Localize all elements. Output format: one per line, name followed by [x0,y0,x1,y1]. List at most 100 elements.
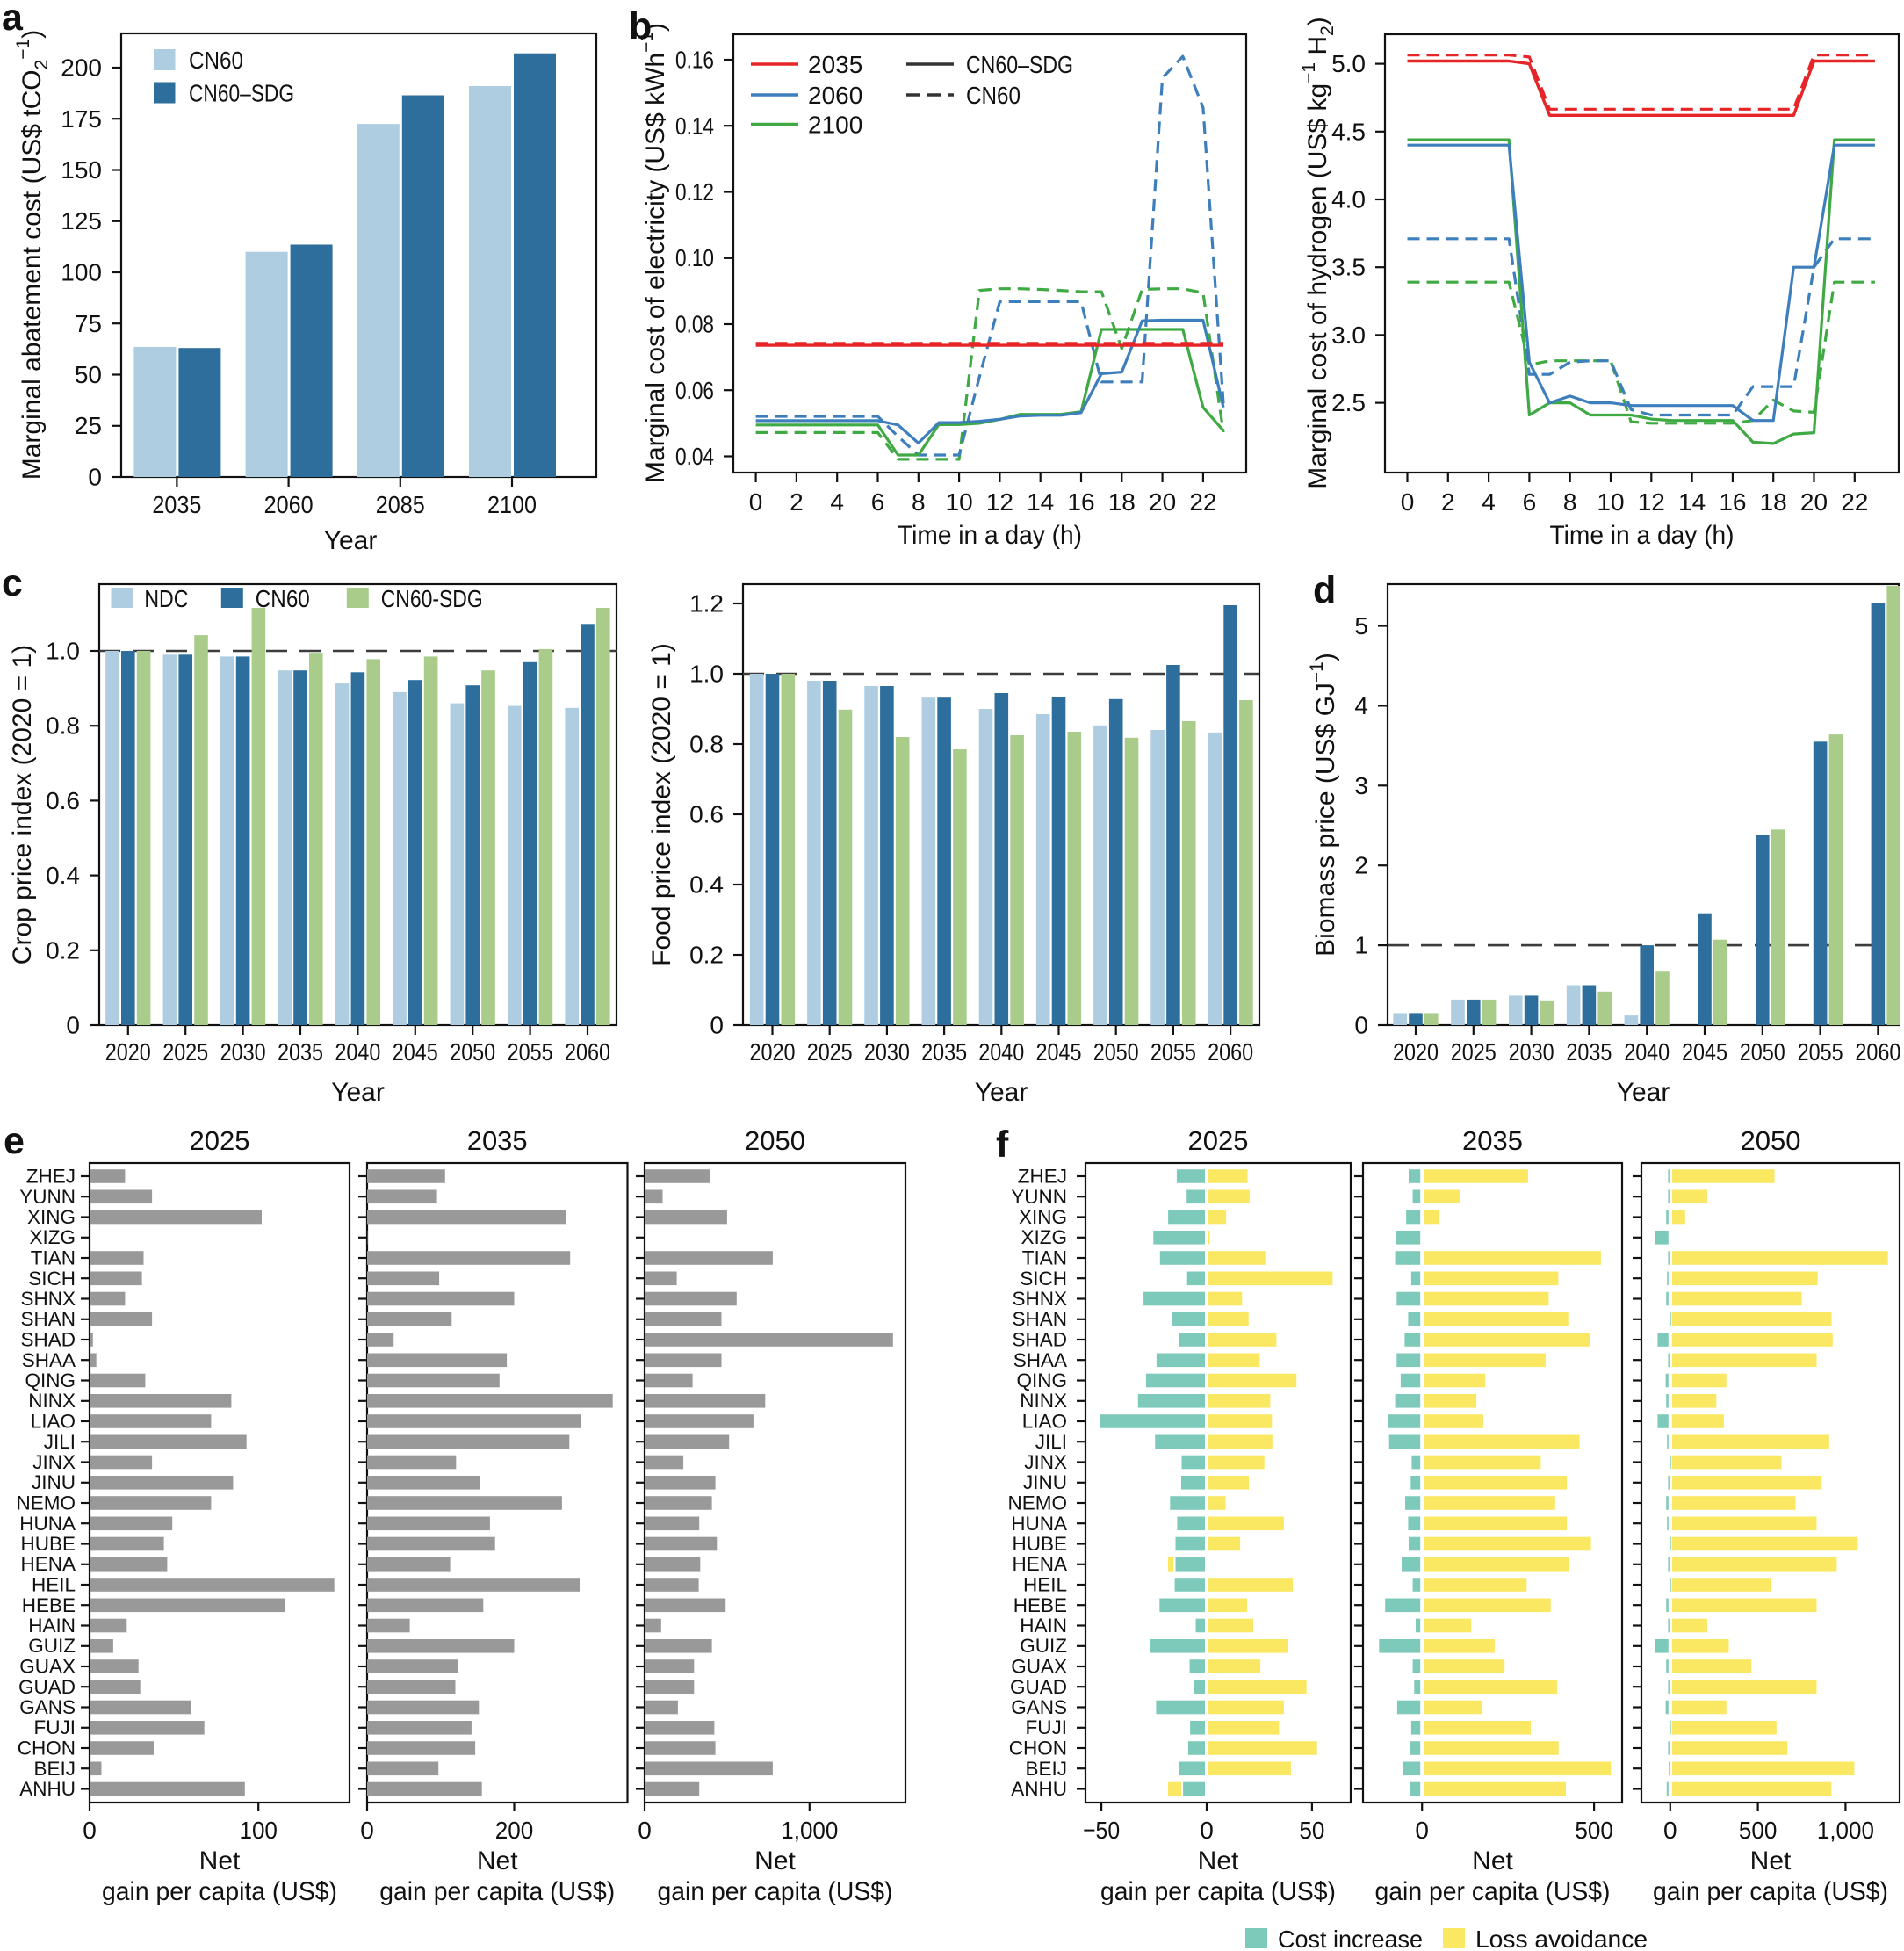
svg-text:LIAO: LIAO [31,1411,76,1433]
svg-text:CN60–SDG: CN60–SDG [966,51,1073,78]
svg-text:Year: Year [975,1078,1028,1107]
svg-text:Net: Net [477,1846,518,1875]
svg-text:CN60: CN60 [189,47,243,74]
svg-text:2045: 2045 [1036,1038,1082,1066]
svg-text:2035: 2035 [808,51,862,78]
svg-text:gain per capita (US$): gain per capita (US$) [658,1877,893,1906]
svg-text:0.04: 0.04 [675,443,714,470]
svg-text:5.0: 5.0 [1331,50,1366,77]
svg-text:GUAD: GUAD [18,1676,76,1698]
svg-text:GANS: GANS [1011,1696,1067,1718]
svg-text:GUIZ: GUIZ [1020,1635,1067,1657]
svg-text:SHAA: SHAA [1013,1349,1067,1371]
svg-text:Crop price index (2020 = 1): Crop price index (2020 = 1) [8,645,37,965]
svg-text:50: 50 [1299,1817,1324,1844]
svg-text:0.10: 0.10 [675,244,714,271]
svg-text:CHON: CHON [1009,1738,1067,1760]
svg-text:2100: 2100 [487,491,537,518]
svg-text:gain per capita (US$): gain per capita (US$) [1653,1877,1888,1906]
svg-text:2020: 2020 [750,1038,796,1066]
svg-text:HEIL: HEIL [1023,1574,1067,1596]
svg-text:LIAO: LIAO [1022,1411,1067,1433]
svg-text:HENA: HENA [1012,1553,1067,1575]
svg-text:5: 5 [1354,612,1368,639]
svg-text:XING: XING [1019,1206,1067,1228]
svg-text:3.5: 3.5 [1331,254,1366,281]
svg-text:4: 4 [830,488,844,516]
svg-text:GANS: GANS [19,1696,76,1718]
svg-text:100: 100 [61,259,102,286]
svg-text:TIAN: TIAN [1022,1247,1067,1269]
svg-text:GUAX: GUAX [19,1656,76,1678]
svg-text:XIZG: XIZG [29,1226,76,1248]
svg-text:0: 0 [360,1817,374,1844]
svg-text:Marginal cost of electricity (: Marginal cost of electricity (US$ kWh−1) [637,23,670,483]
svg-text:1.0: 1.0 [46,638,80,665]
svg-text:2020: 2020 [1393,1038,1439,1066]
svg-text:HAIN: HAIN [28,1615,76,1637]
svg-text:500: 500 [1739,1817,1778,1844]
svg-text:GUIZ: GUIZ [28,1635,76,1657]
svg-text:2100: 2100 [808,112,862,139]
svg-text:125: 125 [61,207,102,235]
svg-text:0: 0 [1354,1012,1368,1039]
svg-text:2085: 2085 [376,491,425,518]
svg-text:2035: 2035 [467,1125,528,1156]
svg-text:JILI: JILI [44,1431,76,1453]
svg-text:2040: 2040 [335,1038,380,1066]
svg-text:22: 22 [1841,488,1868,516]
svg-text:0.2: 0.2 [689,942,724,969]
svg-text:2050: 2050 [450,1038,495,1066]
svg-text:SHAA: SHAA [22,1349,76,1371]
svg-text:0: 0 [710,1012,724,1039]
svg-text:FUJI: FUJI [34,1716,76,1738]
svg-text:HUBE: HUBE [20,1533,76,1555]
svg-text:14: 14 [1027,488,1054,516]
svg-text:0: 0 [1200,1817,1214,1844]
svg-text:2050: 2050 [745,1125,805,1156]
svg-text:0: 0 [638,1817,652,1844]
svg-text:6: 6 [871,488,885,516]
svg-text:0.4: 0.4 [689,871,724,899]
svg-text:gain per capita (US$): gain per capita (US$) [1375,1877,1611,1906]
svg-text:1,000: 1,000 [1817,1817,1874,1844]
svg-text:GUAX: GUAX [1011,1656,1067,1678]
svg-text:CN60-SDG: CN60-SDG [381,585,483,612]
svg-text:2045: 2045 [1682,1038,1727,1066]
svg-text:2050: 2050 [1740,1038,1785,1066]
svg-text:XIZG: XIZG [1021,1226,1067,1248]
svg-text:TIAN: TIAN [31,1247,76,1269]
svg-text:Time in a day (h): Time in a day (h) [898,521,1082,550]
svg-text:16: 16 [1719,488,1746,516]
svg-text:Year: Year [331,1078,385,1107]
svg-text:8: 8 [1563,488,1577,516]
svg-text:HEIL: HEIL [32,1574,76,1596]
svg-text:QING: QING [25,1369,76,1391]
svg-text:2: 2 [1354,852,1368,879]
svg-text:CN60: CN60 [966,82,1021,109]
svg-text:0.6: 0.6 [46,787,80,814]
svg-text:0.14: 0.14 [675,112,714,140]
svg-text:HEBE: HEBE [1013,1594,1067,1616]
svg-text:Biomass price (US$ GJ−1): Biomass price (US$ GJ−1) [1307,653,1340,957]
svg-text:Year: Year [324,526,378,555]
svg-text:ZHEJ: ZHEJ [26,1166,76,1188]
svg-text:CHON: CHON [18,1738,76,1760]
svg-text:FUJI: FUJI [1026,1716,1068,1738]
svg-text:d: d [1313,569,1336,611]
svg-text:20: 20 [1800,488,1828,516]
svg-text:0.6: 0.6 [689,801,724,828]
svg-text:SHAD: SHAD [1012,1329,1067,1351]
svg-text:2: 2 [1441,488,1455,516]
svg-text:f: f [996,1124,1009,1166]
svg-text:0.8: 0.8 [689,731,724,758]
svg-text:HEBE: HEBE [22,1594,76,1616]
svg-text:SHAN: SHAN [1012,1308,1067,1330]
svg-text:SICH: SICH [1020,1268,1067,1290]
svg-text:BEIJ: BEIJ [1025,1758,1067,1780]
svg-text:XING: XING [27,1206,76,1228]
svg-text:2030: 2030 [1509,1038,1554,1066]
svg-text:NEMO: NEMO [1008,1492,1068,1514]
svg-text:10: 10 [946,488,973,516]
svg-text:SHNX: SHNX [1012,1288,1067,1310]
